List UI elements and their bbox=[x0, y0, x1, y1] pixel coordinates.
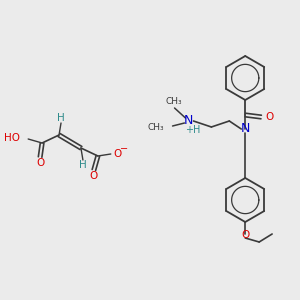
Text: HO: HO bbox=[4, 133, 20, 143]
Text: +H: +H bbox=[185, 125, 200, 135]
Text: CH₃: CH₃ bbox=[148, 124, 165, 133]
Text: O: O bbox=[241, 230, 249, 240]
Text: O: O bbox=[265, 112, 273, 122]
Text: O: O bbox=[114, 149, 122, 159]
Text: H: H bbox=[79, 160, 87, 170]
Text: H: H bbox=[57, 113, 65, 123]
Text: N: N bbox=[184, 115, 193, 128]
Text: −: − bbox=[120, 144, 128, 154]
Text: O: O bbox=[36, 158, 44, 168]
Text: N: N bbox=[241, 122, 250, 136]
Text: CH₃: CH₃ bbox=[165, 98, 182, 106]
Text: O: O bbox=[90, 171, 98, 181]
